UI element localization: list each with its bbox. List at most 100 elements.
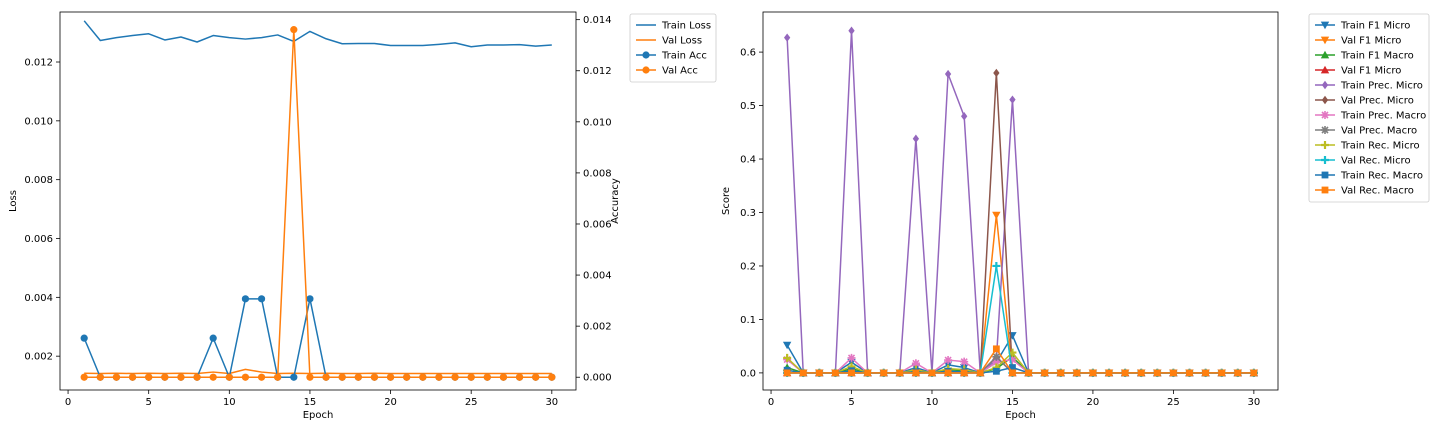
data-point bbox=[80, 334, 88, 342]
y2-tick-label: 0.012 bbox=[583, 66, 612, 77]
series-line bbox=[787, 72, 1254, 374]
legend-entry: Train F1 Micro bbox=[1315, 21, 1410, 32]
data-point bbox=[783, 33, 791, 42]
x-tick-label: 30 bbox=[545, 397, 558, 408]
data-point bbox=[96, 373, 104, 381]
data-point bbox=[928, 369, 936, 377]
legend-marker bbox=[1321, 141, 1329, 149]
data-point bbox=[548, 373, 556, 381]
data-point bbox=[306, 295, 314, 303]
legend-entry: Val Rec. Micro bbox=[1315, 156, 1411, 167]
series-val-loss bbox=[84, 368, 552, 375]
data-point bbox=[1089, 369, 1097, 377]
data-point bbox=[976, 369, 984, 377]
x-tick-label: 5 bbox=[848, 397, 854, 408]
data-point bbox=[1218, 369, 1226, 377]
x-tick-label: 25 bbox=[1167, 397, 1180, 408]
data-point bbox=[992, 367, 1000, 375]
data-point bbox=[241, 295, 250, 303]
legend-marker bbox=[1320, 65, 1330, 74]
y-tick-label: 0.0 bbox=[740, 368, 756, 379]
legend-entry: Val Acc bbox=[636, 66, 698, 77]
series-val-acc bbox=[80, 26, 556, 381]
data-point bbox=[993, 68, 1000, 78]
legend-entry: Train Prec. Macro bbox=[1315, 111, 1426, 122]
data-point bbox=[960, 369, 968, 377]
series-train-prec-micro bbox=[783, 26, 1258, 378]
series-line bbox=[84, 28, 552, 378]
x-tick-label: 0 bbox=[65, 397, 71, 408]
data-point bbox=[848, 369, 855, 377]
data-point bbox=[435, 373, 443, 381]
series-train-acc bbox=[80, 295, 556, 381]
data-point bbox=[1073, 369, 1081, 377]
legend: Train Loss Val Loss Train Acc Val Acc bbox=[629, 13, 717, 83]
y2-tick-label: 0.010 bbox=[583, 117, 612, 128]
y-tick-label: 0.4 bbox=[740, 155, 756, 166]
data-point bbox=[944, 356, 953, 365]
data-point bbox=[1057, 369, 1065, 377]
y-tick-label: 0.3 bbox=[740, 208, 756, 219]
loss-accuracy-chart: 0 5 10 15 20 25 30 0.002 0.004 0.006 0.008 0.010 0.0… bbox=[8, 11, 717, 421]
data-point bbox=[80, 373, 88, 381]
x-tick-label: 15 bbox=[1006, 397, 1019, 408]
data-point bbox=[815, 369, 823, 377]
legend-label: Train Acc bbox=[661, 51, 707, 62]
data-point bbox=[832, 369, 839, 377]
data-point bbox=[1009, 95, 1016, 104]
y2-tick-label: 0.006 bbox=[583, 219, 612, 230]
data-point bbox=[782, 341, 792, 350]
data-point bbox=[209, 334, 217, 342]
data-point bbox=[532, 373, 540, 381]
data-point bbox=[193, 373, 201, 381]
legend-marker bbox=[1321, 111, 1329, 119]
y2-axis-label: Accuracy bbox=[610, 178, 621, 224]
legend-label: Val Prec. Macro bbox=[1341, 126, 1417, 137]
data-point bbox=[177, 373, 185, 381]
y2-tick-label: 0.008 bbox=[583, 168, 612, 179]
data-point bbox=[354, 373, 362, 381]
legend-label: Val Acc bbox=[662, 66, 698, 77]
y-tick-label: 0.002 bbox=[24, 352, 53, 363]
legend-label: Val Prec. Micro bbox=[1341, 96, 1414, 107]
data-point bbox=[1250, 369, 1258, 377]
legend-entry: Val Loss bbox=[636, 36, 702, 47]
y-tick-label: 0.006 bbox=[24, 234, 53, 245]
data-point bbox=[912, 369, 920, 377]
data-point bbox=[1153, 369, 1161, 377]
y-tick-label: 0.010 bbox=[24, 116, 53, 127]
data-point bbox=[386, 373, 395, 381]
data-point bbox=[1137, 369, 1145, 377]
data-point bbox=[467, 373, 475, 381]
data-point bbox=[783, 369, 791, 377]
legend-label: Val Rec. Macro bbox=[1341, 186, 1414, 197]
x-tick-label: 0 bbox=[768, 397, 774, 408]
legend-marker bbox=[1321, 186, 1329, 194]
x-tick-label: 20 bbox=[1087, 397, 1100, 408]
legend-label: Train F1 Micro bbox=[1340, 21, 1410, 32]
legend-label: Train Prec. Micro bbox=[1340, 81, 1423, 92]
data-point bbox=[241, 373, 250, 381]
data-point bbox=[1169, 369, 1177, 377]
data-point bbox=[1105, 369, 1113, 377]
legend-marker bbox=[1321, 126, 1329, 134]
legend-entry: Train Rec. Macro bbox=[1315, 171, 1423, 182]
data-point bbox=[451, 373, 459, 381]
data-point bbox=[403, 373, 411, 381]
y2-tick-label: 0.002 bbox=[583, 322, 612, 333]
data-point bbox=[112, 373, 121, 381]
data-point bbox=[960, 357, 969, 366]
data-point bbox=[992, 261, 1001, 270]
data-point bbox=[338, 373, 346, 381]
legend-label: Val F1 Micro bbox=[1341, 66, 1401, 77]
plot-frame bbox=[59, 11, 577, 391]
legend-entry: Val F1 Micro bbox=[1315, 66, 1401, 77]
data-point bbox=[783, 353, 792, 362]
legend-marker bbox=[1320, 50, 1330, 59]
data-point bbox=[912, 134, 920, 143]
x-axis-label: Epoch bbox=[1005, 410, 1036, 421]
data-point bbox=[848, 26, 855, 35]
data-point bbox=[1009, 364, 1016, 371]
series-line bbox=[83, 20, 552, 48]
data-point bbox=[864, 369, 872, 377]
